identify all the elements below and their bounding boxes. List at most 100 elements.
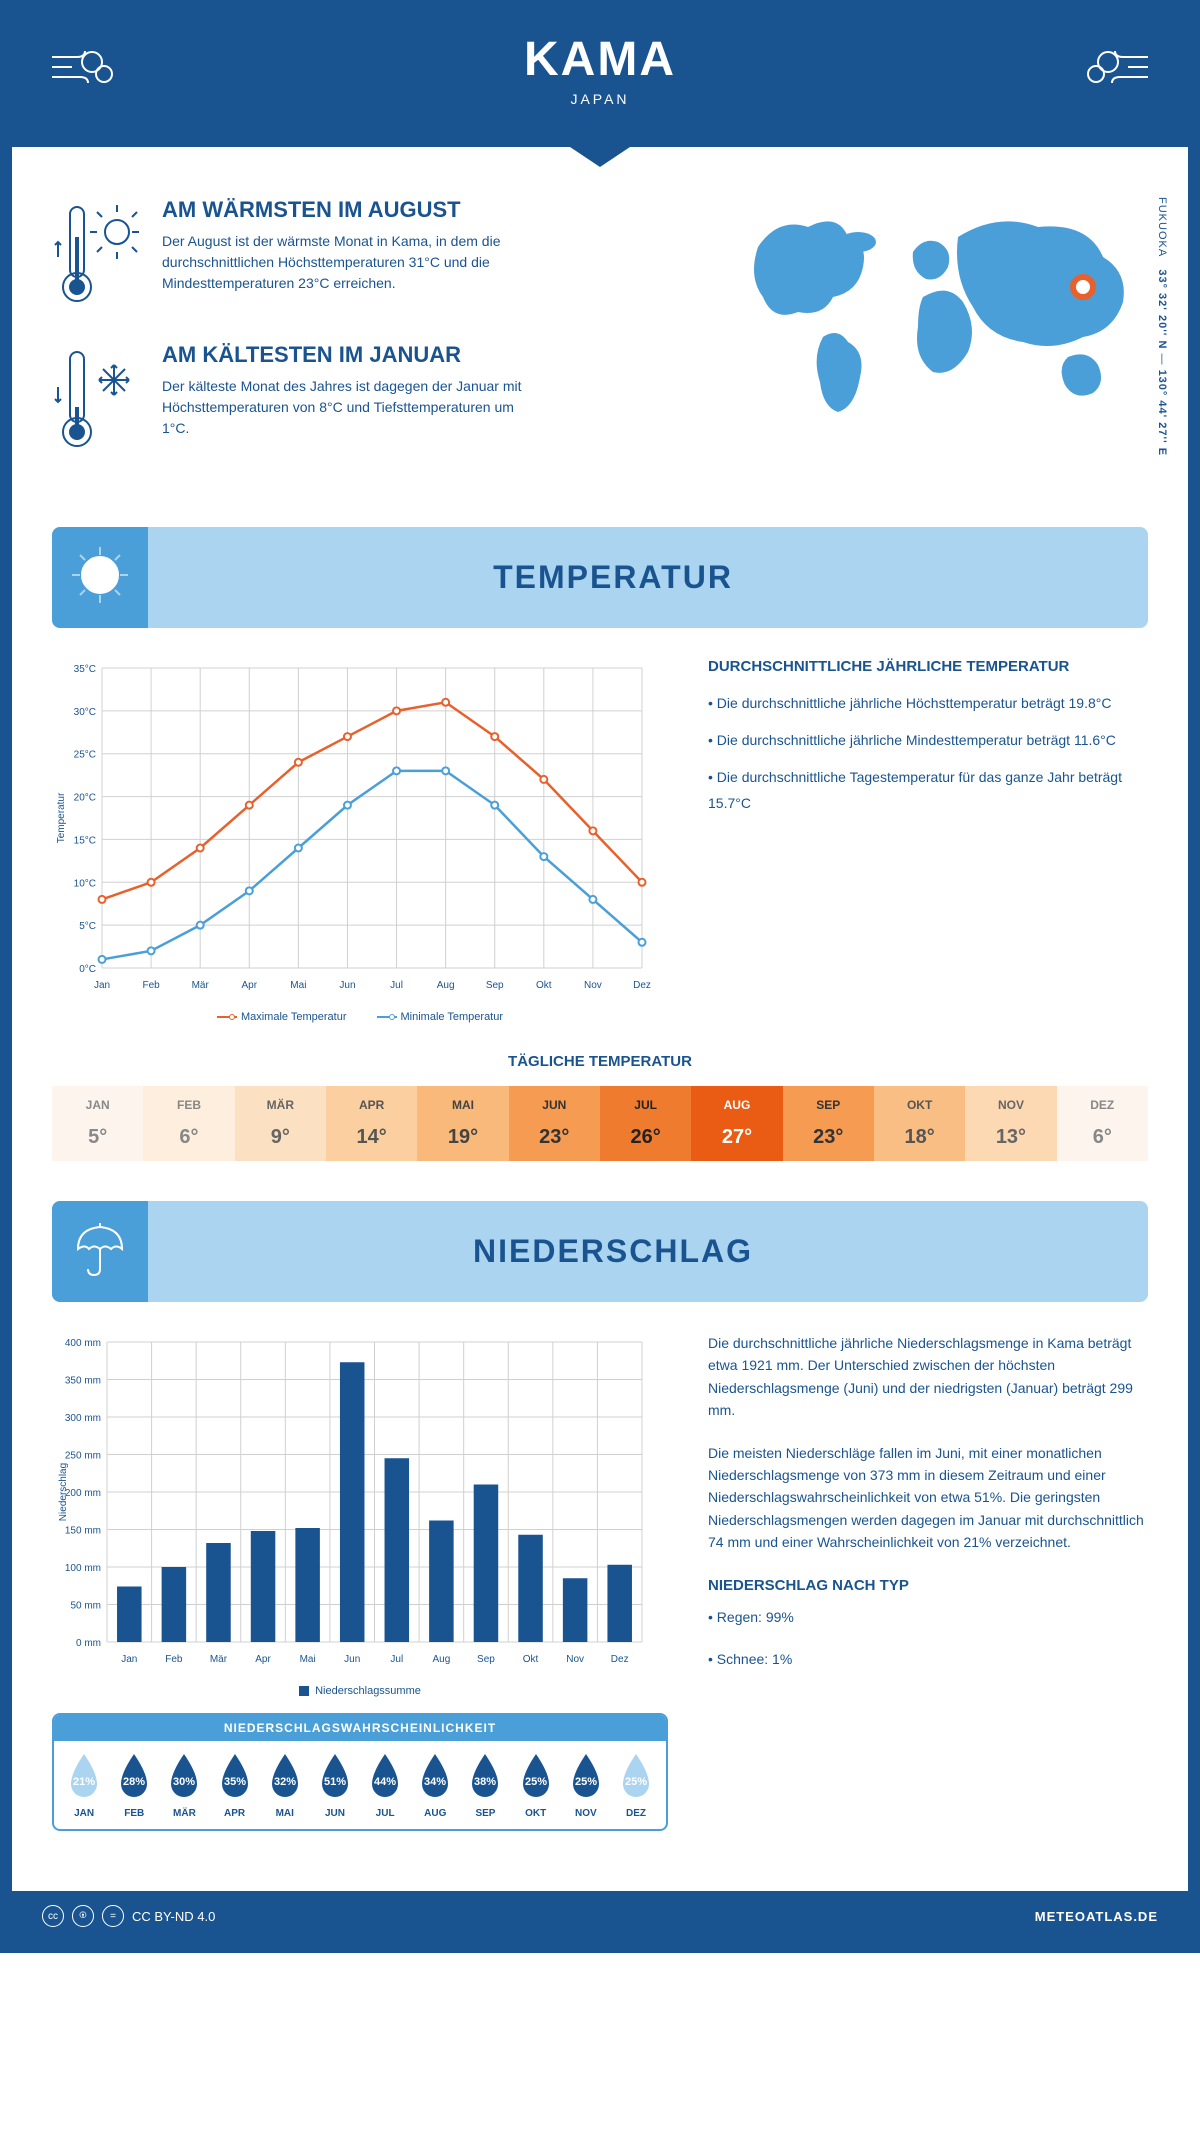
daily-temp-cell: JUN23° xyxy=(509,1086,600,1161)
precipitation-heading: NIEDERSCHLAG xyxy=(178,1233,1048,1270)
daily-temp-table: JAN5°FEB6°MÄR9°APR14°MAI19°JUN23°JUL26°A… xyxy=(52,1086,1148,1161)
svg-text:Feb: Feb xyxy=(142,980,160,991)
precipitation-section-header: NIEDERSCHLAG xyxy=(52,1201,1148,1302)
svg-text:30%: 30% xyxy=(173,1776,195,1788)
warmest-fact: AM WÄRMSTEN IM AUGUST Der August ist der… xyxy=(52,197,688,312)
svg-text:Jun: Jun xyxy=(339,980,355,991)
precip-type-title: NIEDERSCHLAG NACH TYP xyxy=(708,1574,1148,1598)
daily-temp-cell: AUG27° xyxy=(691,1086,782,1161)
temperature-line-chart: 0°C5°C10°C15°C20°C25°C30°C35°CJanFebMärA… xyxy=(52,658,668,1023)
svg-text:0°C: 0°C xyxy=(79,964,96,975)
svg-text:Aug: Aug xyxy=(437,980,455,991)
svg-text:Niederschlag: Niederschlag xyxy=(58,1463,69,1521)
svg-text:Sep: Sep xyxy=(486,980,504,991)
nd-icon: = xyxy=(102,1905,124,1927)
svg-text:44%: 44% xyxy=(374,1776,396,1788)
daily-temp-cell: NOV13° xyxy=(965,1086,1056,1161)
svg-text:15°C: 15°C xyxy=(74,835,96,846)
daily-temp-title: TÄGLICHE TEMPERATUR xyxy=(52,1053,1148,1070)
temp-info-title: DURCHSCHNITTLICHE JÄHRLICHE TEMPERATUR xyxy=(708,658,1148,675)
svg-text:38%: 38% xyxy=(474,1776,496,1788)
sun-icon xyxy=(52,527,148,628)
prob-cell: 21%JAN xyxy=(60,1751,108,1819)
svg-text:28%: 28% xyxy=(123,1776,145,1788)
svg-text:Jun: Jun xyxy=(344,1654,360,1665)
cc-icon: cc xyxy=(42,1905,64,1927)
svg-text:300 mm: 300 mm xyxy=(65,1413,101,1424)
coordinates: FUKUOKA 33° 32' 20'' N — 130° 44' 27'' E xyxy=(1156,197,1168,456)
svg-text:Nov: Nov xyxy=(584,980,602,991)
prob-cell: 34%AUG xyxy=(411,1751,459,1819)
svg-text:32%: 32% xyxy=(274,1776,296,1788)
daily-temp-cell: MAI19° xyxy=(417,1086,508,1161)
svg-text:0 mm: 0 mm xyxy=(76,1638,101,1649)
svg-text:34%: 34% xyxy=(424,1776,446,1788)
by-icon: 🅯 xyxy=(72,1905,94,1927)
daily-temp-cell: DEZ6° xyxy=(1057,1086,1148,1161)
svg-text:25%: 25% xyxy=(525,1776,547,1788)
daily-temp-cell: APR14° xyxy=(326,1086,417,1161)
svg-text:Mai: Mai xyxy=(290,980,306,991)
svg-text:50 mm: 50 mm xyxy=(70,1601,101,1612)
prob-cell: 25%OKT xyxy=(512,1751,560,1819)
daily-temp-cell: JAN5° xyxy=(52,1086,143,1161)
svg-text:Jan: Jan xyxy=(121,1654,137,1665)
svg-text:Mär: Mär xyxy=(210,1654,228,1665)
warmest-title: AM WÄRMSTEN IM AUGUST xyxy=(162,197,542,223)
svg-text:5°C: 5°C xyxy=(79,921,96,932)
coldest-text: Der kälteste Monat des Jahres ist dagege… xyxy=(162,376,542,439)
daily-temp-cell: SEP23° xyxy=(783,1086,874,1161)
svg-text:Jan: Jan xyxy=(94,980,110,991)
site-name: METEOATLAS.DE xyxy=(1035,1909,1158,1924)
precipitation-bar-chart: 0 mm50 mm100 mm150 mm200 mm250 mm300 mm3… xyxy=(52,1332,668,1697)
daily-temp-cell: MÄR9° xyxy=(235,1086,326,1161)
temperature-section-header: TEMPERATUR xyxy=(52,527,1148,628)
daily-temp-cell: OKT18° xyxy=(874,1086,965,1161)
page-subtitle: JAPAN xyxy=(12,91,1188,107)
prob-cell: 25%DEZ xyxy=(612,1751,660,1819)
thermometer-snow-icon xyxy=(52,342,142,457)
svg-text:Jul: Jul xyxy=(390,980,403,991)
prob-cell: 51%JUN xyxy=(311,1751,359,1819)
svg-text:Okt: Okt xyxy=(523,1654,539,1665)
svg-text:Mai: Mai xyxy=(300,1654,316,1665)
daily-temp-cell: JUL26° xyxy=(600,1086,691,1161)
svg-text:200 mm: 200 mm xyxy=(65,1488,101,1499)
prob-cell: 28%FEB xyxy=(110,1751,158,1819)
coldest-title: AM KÄLTESTEN IM JANUAR xyxy=(162,342,542,368)
svg-text:350 mm: 350 mm xyxy=(65,1376,101,1387)
footer: cc 🅯 = CC BY-ND 4.0 METEOATLAS.DE xyxy=(12,1891,1188,1941)
prob-cell: 32%MAI xyxy=(261,1751,309,1819)
license-text: CC BY-ND 4.0 xyxy=(132,1909,215,1924)
legend-min: Minimale Temperatur xyxy=(401,1011,504,1023)
svg-text:Jul: Jul xyxy=(390,1654,403,1665)
wind-icon xyxy=(42,32,132,107)
svg-text:Temperatur: Temperatur xyxy=(56,792,67,843)
precipitation-probability-box: NIEDERSCHLAGSWAHRSCHEINLICHKEIT 21%JAN28… xyxy=(52,1713,668,1831)
warmest-text: Der August ist der wärmste Monat in Kama… xyxy=(162,231,542,294)
svg-text:25%: 25% xyxy=(575,1776,597,1788)
svg-text:Apr: Apr xyxy=(241,980,257,991)
world-map: FUKUOKA 33° 32' 20'' N — 130° 44' 27'' E xyxy=(728,197,1148,487)
svg-text:Dez: Dez xyxy=(611,1654,629,1665)
prob-cell: 44%JUL xyxy=(361,1751,409,1819)
header-notch xyxy=(570,147,630,167)
page-title: KAMA xyxy=(12,32,1188,87)
temperature-summary: DURCHSCHNITTLICHE JÄHRLICHE TEMPERATUR •… xyxy=(708,658,1148,1023)
coldest-fact: AM KÄLTESTEN IM JANUAR Der kälteste Mona… xyxy=(52,342,688,457)
svg-text:51%: 51% xyxy=(324,1776,346,1788)
svg-text:Dez: Dez xyxy=(633,980,651,991)
svg-text:400 mm: 400 mm xyxy=(65,1338,101,1349)
svg-text:25%: 25% xyxy=(625,1776,647,1788)
precipitation-summary: Die durchschnittliche jährliche Niedersc… xyxy=(708,1332,1148,1831)
svg-text:100 mm: 100 mm xyxy=(65,1563,101,1574)
umbrella-icon xyxy=(52,1201,148,1302)
svg-text:Feb: Feb xyxy=(165,1654,183,1665)
svg-text:35°C: 35°C xyxy=(74,664,96,675)
legend-precip: Niederschlagssumme xyxy=(315,1685,421,1697)
svg-text:150 mm: 150 mm xyxy=(65,1526,101,1537)
prob-cell: 30%MÄR xyxy=(160,1751,208,1819)
prob-cell: 35%APR xyxy=(211,1751,259,1819)
header: KAMA JAPAN xyxy=(12,12,1188,147)
svg-text:Okt: Okt xyxy=(536,980,552,991)
